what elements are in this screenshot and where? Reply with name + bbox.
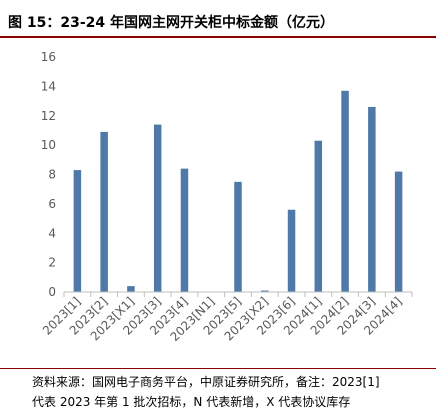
bar-2023[5] (234, 181, 242, 292)
y-tick-label: 4 (48, 226, 56, 240)
bars (73, 90, 403, 292)
bar-2023[3] (153, 124, 162, 292)
x-axis: 2023[1]2023[2]2023[X1]2023[3]2023[4]2023… (40, 291, 413, 344)
bar-2023[4] (180, 168, 189, 292)
bar-2023[X1] (127, 286, 135, 292)
bar-chart: 0 2 4 6 8 10 12 14 16 2023[1]2023[2]2023[X1]2023… (40, 50, 413, 344)
y-tick-label: 16 (41, 50, 56, 64)
source-line-2: 代表 2023 年第 1 批次招标，N 代表新增，X 代表协议库存 (32, 395, 351, 409)
y-tick-label: 14 (41, 79, 56, 93)
bar-2023[6] (287, 209, 296, 292)
bar-2023[1] (73, 170, 82, 292)
y-tick-label: 6 (48, 197, 56, 211)
y-tick-label: 2 (48, 256, 56, 270)
bar-2023[X2] (261, 290, 269, 292)
bar-2024[1] (314, 140, 323, 292)
bar-2024[2] (341, 90, 349, 292)
title-rule (0, 36, 436, 38)
source-note: 资料来源：国网电子商务平台，中原证券研究所，备注：2023[1] 代表 2023… (32, 372, 432, 412)
footer-rule (0, 368, 436, 369)
y-axis: 0 2 4 6 8 10 12 14 16 (41, 50, 56, 299)
bar-2024[4] (394, 171, 403, 292)
y-tick-label: 10 (41, 138, 56, 152)
figure-header: 图 15：23-24 年国网主网开关柜中标金额（亿元） (0, 0, 436, 40)
bar-2023[2] (100, 131, 108, 292)
figure-title: 图 15：23-24 年国网主网开关柜中标金额（亿元） (8, 15, 335, 31)
bar-2024[3] (368, 106, 376, 292)
y-tick-label: 12 (41, 109, 56, 123)
y-tick-label: 8 (48, 168, 56, 182)
y-tick-label: 0 (48, 285, 56, 299)
source-line-1: 资料来源：国网电子商务平台，中原证券研究所，备注：2023[1] (32, 375, 380, 389)
